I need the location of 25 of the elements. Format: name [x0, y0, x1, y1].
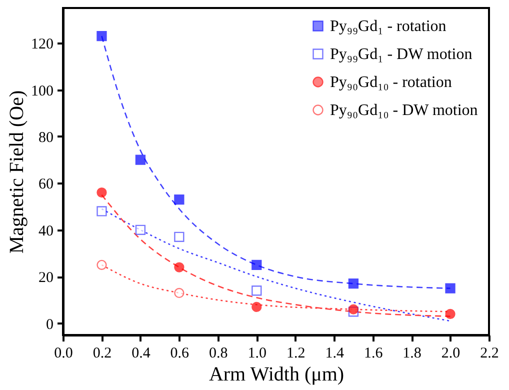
x-tick-label: 2.2	[480, 346, 499, 362]
y-tick-label: 60	[38, 176, 54, 193]
x-tick-label: 1.0	[248, 346, 267, 362]
legend-label: Py₉₀Gd₁₀ - DW motion	[330, 102, 478, 119]
x-tick-label: 2.0	[441, 346, 460, 362]
x-tick-label: 1.6	[364, 346, 384, 362]
x-tick-label: 0.8	[209, 346, 228, 362]
x-tick-label: 0.2	[92, 346, 112, 362]
y-tick-label: 120	[31, 36, 54, 53]
legend-label: Py₉₀Gd₁₀ - rotation	[330, 74, 452, 91]
legend-label: Py₉₉Gd₁ - rotation	[330, 18, 446, 35]
y-tick-label: 40	[38, 223, 54, 240]
y-tick-label: 20	[38, 270, 54, 286]
x-tick-label: 0.4	[132, 346, 151, 362]
x-tick-label: 0.0	[54, 346, 73, 362]
y-tick-label: 80	[38, 130, 54, 146]
y-tick-label: 100	[31, 83, 54, 100]
y-axis-title: Magnetic Field (Oe)	[6, 90, 28, 254]
y-tick-label: 0	[46, 316, 54, 333]
x-tick-label: 0.6	[170, 346, 190, 362]
x-tick-label: 1.4	[325, 346, 344, 362]
legend-label: Py₉₉Gd₁ - DW motion	[330, 46, 472, 63]
x-tick-label: 1.2	[286, 346, 306, 362]
x-axis-title: Arm Width (μm)	[208, 364, 344, 386]
x-tick-label: 1.8	[402, 346, 422, 362]
